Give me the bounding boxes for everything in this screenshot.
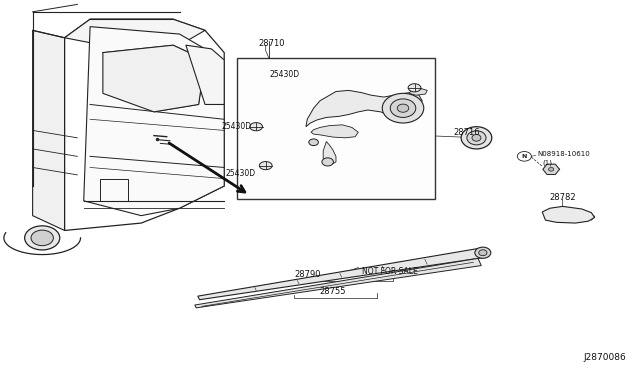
Bar (237, 58, 435, 199)
Polygon shape (311, 125, 358, 138)
Polygon shape (306, 90, 422, 127)
Ellipse shape (322, 158, 333, 166)
Ellipse shape (461, 127, 492, 149)
Polygon shape (543, 164, 559, 174)
Ellipse shape (390, 99, 416, 118)
Ellipse shape (475, 247, 491, 258)
Polygon shape (186, 45, 224, 105)
Ellipse shape (408, 84, 421, 92)
Polygon shape (103, 45, 205, 112)
Ellipse shape (397, 104, 409, 112)
Polygon shape (198, 248, 485, 300)
Polygon shape (323, 141, 336, 164)
Ellipse shape (25, 226, 60, 250)
Text: 25430D: 25430D (225, 169, 255, 177)
Ellipse shape (472, 135, 481, 141)
Polygon shape (410, 89, 428, 95)
Text: 25430D: 25430D (270, 70, 300, 79)
Ellipse shape (250, 123, 262, 131)
Polygon shape (84, 27, 224, 216)
Ellipse shape (467, 131, 486, 145)
Bar (100, 179, 129, 201)
Text: 28710: 28710 (259, 39, 285, 48)
Text: 28782: 28782 (549, 193, 576, 202)
Text: N: N (522, 154, 527, 159)
Ellipse shape (479, 250, 487, 256)
Text: J2870086: J2870086 (584, 353, 627, 362)
Polygon shape (542, 206, 595, 223)
Text: 28755: 28755 (319, 287, 346, 296)
Text: NOT FOR SALE: NOT FOR SALE (362, 267, 418, 276)
Polygon shape (65, 19, 224, 231)
Ellipse shape (309, 139, 319, 145)
Ellipse shape (31, 230, 53, 246)
Text: 28790: 28790 (294, 270, 321, 279)
Polygon shape (195, 259, 481, 308)
Ellipse shape (259, 161, 272, 170)
Text: 28716: 28716 (454, 128, 480, 137)
Polygon shape (33, 31, 65, 231)
Polygon shape (65, 19, 205, 52)
Text: 25430D: 25430D (222, 122, 252, 131)
Ellipse shape (548, 167, 554, 171)
Text: (1): (1) (542, 160, 552, 166)
Ellipse shape (382, 93, 424, 123)
Text: N08918-10610: N08918-10610 (537, 151, 590, 157)
